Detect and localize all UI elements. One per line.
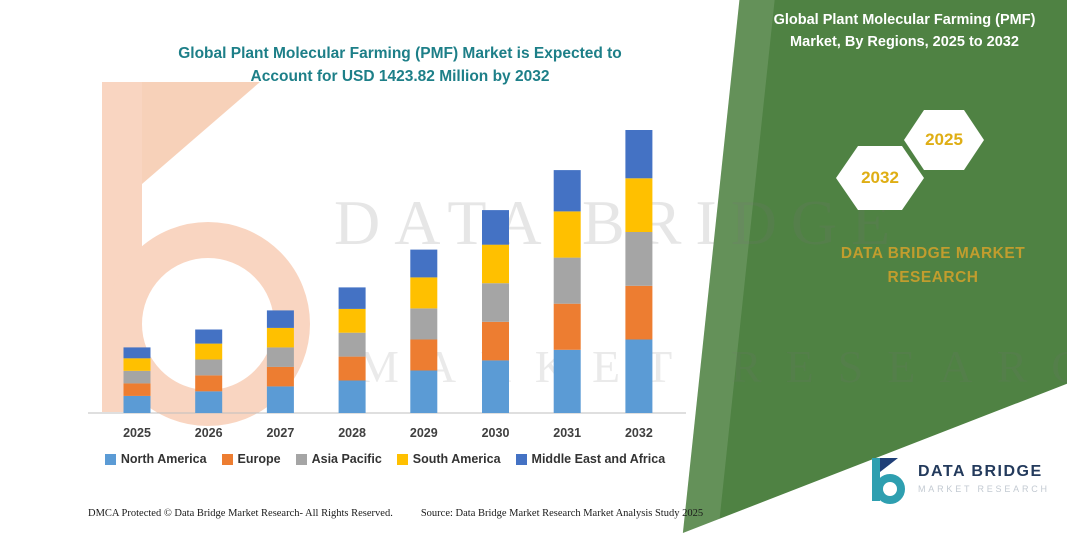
bar-segment-europe (195, 375, 223, 392)
bar-segment-south-america (338, 308, 366, 333)
logo-name-text: DATA BRIDGE (918, 463, 1043, 480)
bar-segment-asia-pacific (553, 257, 581, 304)
legend-label: North America (120, 452, 207, 466)
legend-item-middle-east-and-africa: Middle East and Africa (515, 452, 666, 466)
bar-segment-middle-east-and-africa (338, 287, 366, 309)
bar-segment-europe (123, 383, 151, 396)
bar-segment-asia-pacific (266, 347, 294, 367)
bar-segment-asia-pacific (482, 283, 509, 322)
logo-tagline-text: MARKET RESEARCH (918, 484, 1050, 494)
bar-segment-north-america (410, 370, 438, 413)
legend-swatch (515, 453, 527, 465)
year-badge-2025-label: 2025 (925, 130, 963, 149)
legend-label: Europe (237, 452, 281, 466)
bar-segment-middle-east-and-africa (195, 329, 223, 344)
footer-dmca-text: DMCA Protected © Data Bridge Market Rese… (88, 508, 393, 519)
legend-swatch (396, 453, 408, 465)
legend-item-north-america: North America (104, 452, 207, 466)
bar-segment-south-america (410, 277, 438, 309)
bar-segment-asia-pacific (123, 370, 151, 384)
watermark-text-line2: MARKET RESEARCH (358, 341, 1067, 392)
panel-title: Global Plant Molecular Farming (PMF) Mar… (773, 12, 1036, 50)
bar-segment-north-america (123, 395, 151, 413)
bar-segment-europe (553, 303, 581, 350)
legend-label: Middle East and Africa (531, 452, 666, 466)
bar-segment-middle-east-and-africa (482, 210, 509, 245)
legend-swatch (104, 453, 116, 465)
year-badge-2032-label: 2032 (861, 168, 899, 187)
chart-title: Global Plant Molecular Farming (PMF) Mar… (110, 42, 690, 89)
data-bridge-logo: DATA BRIDGE MARKET RESEARCH (866, 456, 1050, 506)
bar-segment-europe (482, 321, 509, 361)
footer: DMCA Protected © Data Bridge Market Rese… (88, 508, 703, 519)
bar-segment-north-america (625, 339, 653, 413)
bar-segment-europe (625, 285, 653, 340)
bar-segment-middle-east-and-africa (553, 170, 581, 212)
x-axis-label: 2025 (123, 426, 151, 440)
bar-segment-middle-east-and-africa (266, 310, 294, 328)
bar-segment-europe (338, 356, 366, 381)
bar-segment-north-america (553, 349, 581, 413)
x-axis-label: 2030 (482, 426, 510, 440)
panel-brand-line1: DATA BRIDGE MARKET (840, 245, 1026, 262)
legend-label: South America (412, 452, 501, 466)
legend-item-asia-pacific: Asia Pacific (295, 452, 382, 466)
panel-brand-text: DATA BRIDGE MARKET RESEARCH (800, 242, 1066, 290)
bar-segment-south-america (482, 244, 509, 284)
bar-segment-north-america (266, 386, 294, 413)
x-axis-label: 2028 (338, 426, 366, 440)
x-axis-label: 2029 (410, 426, 438, 440)
legend-label: Asia Pacific (311, 452, 382, 466)
bar-segment-asia-pacific (195, 359, 223, 376)
bar-segment-south-america (123, 358, 151, 371)
bar-segment-south-america (553, 211, 581, 258)
x-axis-label: 2026 (195, 426, 223, 440)
footer-source-text: Source: Data Bridge Market Research Mark… (420, 508, 704, 519)
stacked-bar-chart: 2025 2026 2027 2028 2029 2030 2031 2032 (88, 130, 686, 440)
x-axis-label: 2027 (266, 426, 294, 440)
year-badge-2032: 2032 (836, 146, 924, 210)
watermark-text-line1: DATA BRIDGE (334, 187, 905, 258)
bar-segment-asia-pacific (625, 231, 653, 286)
bar-segment-south-america (195, 343, 223, 360)
bar-segment-asia-pacific (410, 308, 438, 340)
legend-swatch (221, 453, 233, 465)
panel-brand-line2: RESEARCH (887, 269, 979, 287)
bar-segment-middle-east-and-africa (625, 130, 653, 179)
chart-legend: North America Europe Asia Pacific South Ame… (80, 452, 690, 466)
data-bridge-logo-icon (872, 458, 905, 504)
bar-segment-middle-east-and-africa (410, 249, 438, 278)
legend-item-europe: Europe (221, 452, 281, 466)
chart-title-line2: Account for USD 1423.82 Million by 2032 (250, 68, 550, 86)
bar-segment-north-america (195, 391, 223, 413)
bar-segment-north-america (338, 380, 366, 413)
bar-segment-north-america (482, 360, 509, 413)
bar-segment-middle-east-and-africa (123, 347, 151, 359)
legend-item-south-america: South America (396, 452, 501, 466)
x-axis-label: 2032 (625, 426, 653, 440)
bar-segment-south-america (266, 327, 294, 348)
bar-segment-europe (410, 339, 438, 371)
bar-segment-asia-pacific (338, 332, 366, 357)
chart-title-line1: Global Plant Molecular Farming (PMF) Mar… (178, 45, 622, 62)
bar-segment-europe (266, 366, 294, 387)
x-axis-label: 2031 (553, 426, 581, 440)
legend-swatch (295, 453, 307, 465)
bar-segment-south-america (625, 178, 653, 232)
